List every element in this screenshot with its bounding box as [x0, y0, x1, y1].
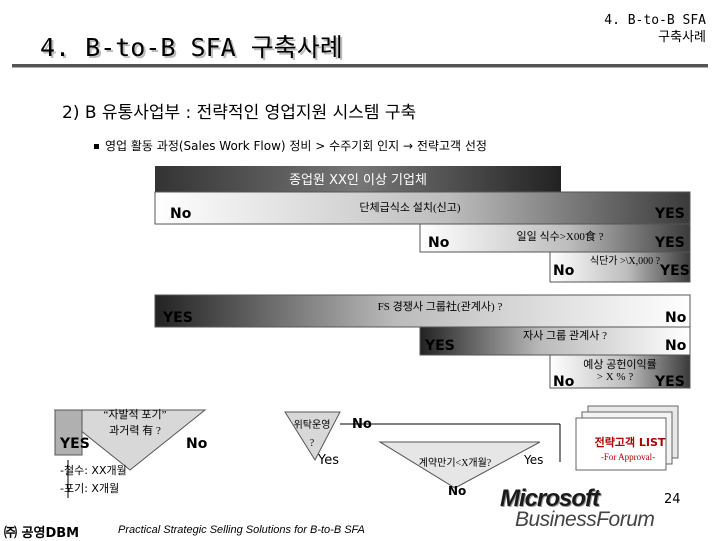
consign-decision-shape: [284, 411, 341, 462]
yes-label-4: YES: [162, 310, 193, 326]
target-list-doc-front: [575, 417, 667, 471]
yes-label-3: YES: [659, 263, 690, 279]
corner-label-line1: 4. B-to-B SFA: [604, 13, 706, 28]
no-label-1: No: [170, 206, 192, 222]
bullet-square-icon: [94, 144, 99, 149]
left-note-2: -포기: X개월: [60, 482, 119, 495]
no-label-3: No: [553, 263, 575, 279]
left-note-1: -철수: XX개월: [60, 464, 127, 477]
consign-question-line2: ?: [310, 438, 315, 449]
no-label-6: No: [553, 374, 575, 390]
consign-question-line1: 위탁운영: [294, 418, 331, 431]
left-decision-shape: [53, 409, 207, 471]
yes-label-6: YES: [654, 374, 685, 390]
footer-tagline: Practical Strategic Selling Solutions fo…: [118, 524, 365, 536]
corner-label: 4. B-to-B SFA 구축사례: [604, 12, 706, 46]
top-banner-box: [155, 166, 561, 192]
page-title: 4. B-to-B SFA 구축사례: [40, 33, 343, 62]
corner-label-line2: 구축사례: [658, 30, 706, 45]
logo-business-forum: BusinessForum: [515, 508, 655, 531]
no-label-5: No: [665, 338, 687, 354]
no-label-left: No: [186, 436, 208, 452]
target-list-subtitle: -For Approval-: [601, 452, 655, 462]
question-6-line1: 예상 공헌이익률: [583, 358, 657, 371]
bullet-text: 영업 활동 과정(Sales Work Flow) 정비 > 수주기회 인지 →…: [105, 139, 487, 153]
question-1: 단체급식소 설치(신고): [359, 201, 460, 214]
left-decision-side: [54, 409, 83, 456]
question-2: 일일 식수>X00食 ?: [516, 229, 603, 243]
question-6-line2: > X % ?: [597, 371, 634, 383]
left-question-line2: 과거력 有 ?: [109, 423, 161, 437]
funnel-stage-6: [549, 354, 691, 389]
yes-label-2: YES: [654, 235, 685, 251]
contract-decision-shape: [378, 441, 541, 489]
contract-question: 계약만기<X개월?: [419, 457, 492, 469]
no-label-contract: No: [448, 484, 466, 498]
page-number: 24: [664, 492, 681, 507]
yes-label-left: YES: [59, 436, 90, 452]
bullet-item: 영업 활동 과정(Sales Work Flow) 정비 > 수주기회 인지 →…: [94, 137, 487, 154]
target-list-title: 전략고객 LIST: [595, 435, 666, 449]
question-5: 자사 그룹 관계사 ?: [523, 329, 607, 342]
footer-company: ㈜ 공영DBM: [4, 526, 80, 541]
top-banner-text: 종업원 XX인 이상 기업체: [289, 173, 427, 188]
section-subtitle: 2) B 유통사업부 : 전략적인 영업지원 시스템 구축: [62, 103, 417, 123]
yes-label-1: YES: [654, 206, 685, 222]
question-4: FS 경쟁사 그룹社(관계사) ?: [378, 299, 503, 313]
yes-label-5: YES: [424, 338, 455, 354]
left-question-line1: “자발적 포기”: [103, 408, 166, 421]
yes-label-consign: Yes: [317, 453, 339, 468]
question-3: 식단가 >\X,000 ?: [590, 255, 661, 267]
yes-label-contract: Yes: [523, 453, 543, 467]
no-label-2: No: [428, 235, 450, 251]
logo-microsoft: Microsoft: [500, 485, 600, 512]
title-rule: [12, 64, 708, 68]
funnel-stage-3: [549, 251, 691, 283]
no-label-4: No: [665, 310, 687, 326]
